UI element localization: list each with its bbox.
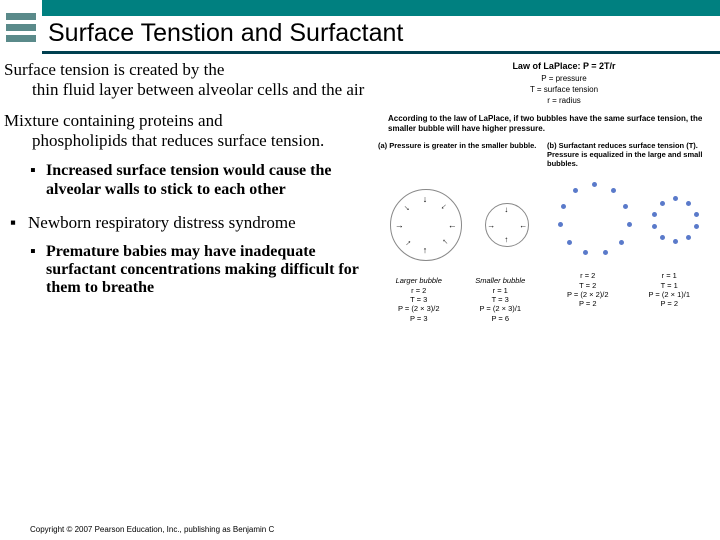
- b-sm-0: r = 1: [630, 271, 708, 280]
- a-lg-2: P = (2 × 3)/2: [380, 304, 458, 313]
- bullet-increased-tension: Increased surface tension would cause th…: [4, 162, 366, 199]
- large-bubble-b: [559, 184, 631, 256]
- b-sm-1: T = 1: [630, 281, 708, 290]
- b-lg-0: r = 2: [549, 271, 627, 280]
- a-lg-1: T = 3: [380, 295, 458, 304]
- caption-b: (b) Surfactant reduces surface tension (…: [547, 141, 710, 168]
- content: Surface tension is created by the thin f…: [0, 54, 720, 540]
- large-bubble-a: ↓ ↑ → ← → → → →: [390, 189, 462, 261]
- a-lg-3: P = 3: [380, 314, 458, 323]
- logo-icon: [0, 0, 42, 54]
- p1-rest: thin fluid layer between alveolar cells …: [4, 80, 366, 100]
- a-lg-0: r = 2: [380, 286, 458, 295]
- small-bubble-b: [654, 198, 698, 242]
- law-note: According to the law of LaPlace, if two …: [388, 114, 710, 133]
- bullet-newborn: Newborn respiratory distress syndrome: [4, 213, 366, 233]
- p2-first: Mixture containing proteins and: [4, 111, 223, 130]
- bubble-area-a: ↓ ↑ → ← → → → → ↓ ↑ → ←: [378, 177, 541, 272]
- values-b: r = 2 T = 2 P = (2 × 2)/2 P = 2 r = 1 T …: [547, 271, 710, 309]
- figure-row: (a) Pressure is greater in the smaller b…: [378, 141, 710, 323]
- lbl-lg-a: Larger bubble: [380, 276, 458, 285]
- p2-rest: phospholipids that reduces surface tensi…: [4, 131, 366, 151]
- values-a: Larger bubble r = 2 T = 3 P = (2 × 3)/2 …: [378, 276, 541, 323]
- left-column: Surface tension is created by the thin f…: [4, 60, 374, 540]
- copyright: Copyright © 2007 Pearson Education, Inc.…: [30, 525, 274, 534]
- law-t: T = surface tension: [418, 84, 710, 95]
- right-column: Law of LaPlace: P = 2T/r P = pressure T …: [374, 60, 714, 540]
- b-lg-2: P = (2 × 2)/2: [549, 290, 627, 299]
- bubble-area-b: [547, 172, 710, 267]
- a-sm-0: r = 1: [461, 286, 539, 295]
- a-sm-1: T = 3: [461, 295, 539, 304]
- law-r: r = radius: [418, 95, 710, 106]
- caption-a: (a) Pressure is greater in the smaller b…: [378, 141, 541, 150]
- small-bubble-a: ↓ ↑ → ←: [485, 203, 529, 247]
- bullet-premature: Premature babies may have inadequate sur…: [4, 243, 366, 298]
- b-lg-3: P = 2: [549, 299, 627, 308]
- b-lg-1: T = 2: [549, 281, 627, 290]
- p1-first: Surface tension is created by the: [4, 60, 224, 79]
- b-sm-2: P = (2 × 1)/1: [630, 290, 708, 299]
- b-sm-3: P = 2: [630, 299, 708, 308]
- panel-a: (a) Pressure is greater in the smaller b…: [378, 141, 541, 323]
- para-mixture: Mixture containing proteins and phosphol…: [4, 111, 366, 150]
- cap-a-text: (a) Pressure is greater in the smaller b…: [378, 141, 536, 150]
- title-wrap: Surface Tenstion and Surfactant: [42, 16, 720, 54]
- a-sm-2: P = (2 × 3)/1: [461, 304, 539, 313]
- para-surface-tension: Surface tension is created by the thin f…: [4, 60, 366, 99]
- law-box: Law of LaPlace: P = 2T/r P = pressure T …: [418, 60, 710, 106]
- slide-title: Surface Tenstion and Surfactant: [48, 19, 403, 48]
- a-sm-3: P = 6: [461, 314, 539, 323]
- slide-header: Surface Tenstion and Surfactant: [0, 0, 720, 54]
- panel-b: (b) Surfactant reduces surface tension (…: [547, 141, 710, 323]
- lbl-sm-a: Smaller bubble: [461, 276, 539, 285]
- law-p: P = pressure: [418, 73, 710, 84]
- law-title: Law of LaPlace: P = 2T/r: [418, 60, 710, 73]
- cap-b-text: (b) Surfactant reduces surface tension (…: [547, 141, 702, 168]
